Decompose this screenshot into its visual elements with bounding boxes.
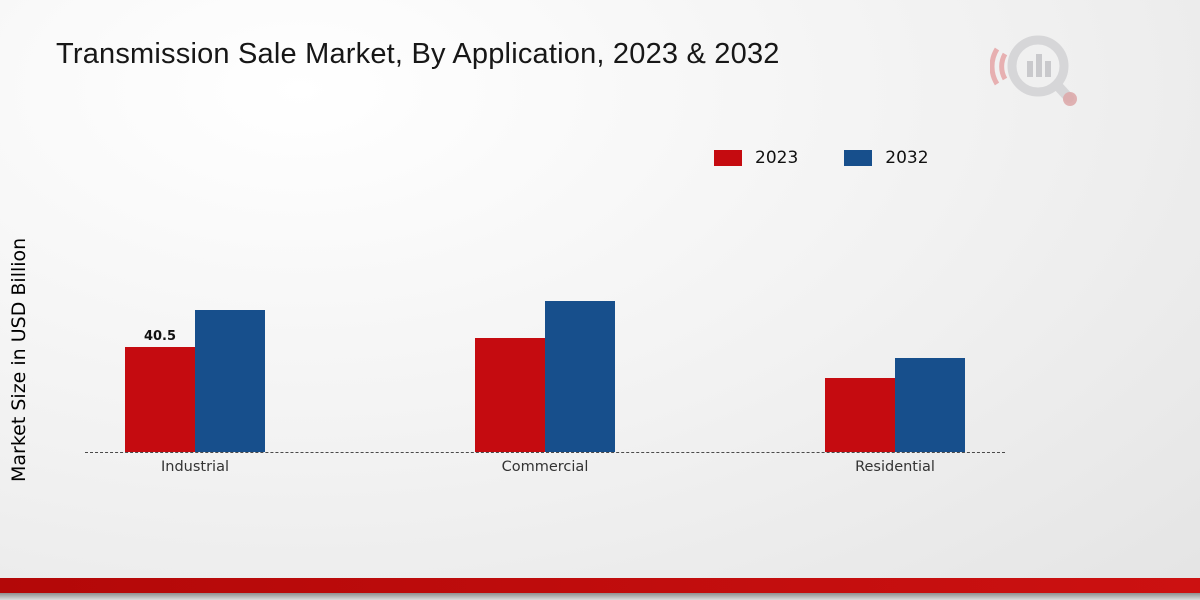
bar-2023-industrial [125, 346, 195, 452]
legend-swatch-icon [844, 150, 873, 166]
legend-label: 2023 [755, 148, 799, 168]
legend-item-2032: 2032 [844, 148, 929, 168]
mrfr-logo [989, 28, 1085, 118]
bar-2023-residential [825, 377, 895, 452]
page-title: Transmission Sale Market, By Application… [56, 38, 780, 70]
y-axis-label: Market Size in USD Billion [8, 237, 30, 483]
x-axis-category-label: Residential [855, 459, 935, 475]
bar-2032-commercial [545, 301, 615, 452]
bar-2032-industrial [195, 310, 265, 452]
legend-label: 2032 [885, 148, 929, 168]
bar-2023-commercial [475, 337, 545, 452]
legend: 2023 2032 [714, 148, 929, 168]
x-axis-category-label: Commercial [501, 459, 589, 475]
x-axis-category-label: Industrial [160, 459, 229, 475]
legend-item-2023: 2023 [714, 148, 798, 168]
legend-swatch-icon [714, 150, 742, 166]
bar-value-label: 40.5 [143, 328, 177, 344]
bar-2032-residential [895, 358, 965, 452]
plot-area: 40.5 [85, 296, 1005, 452]
mrfr-logo-icon [989, 35, 1077, 106]
footer-gray-bar [0, 593, 1200, 600]
x-axis-baseline [85, 452, 1005, 453]
x-axis-labels: Industrial Commercial Residential [85, 459, 1005, 479]
footer-red-bar [0, 578, 1200, 593]
